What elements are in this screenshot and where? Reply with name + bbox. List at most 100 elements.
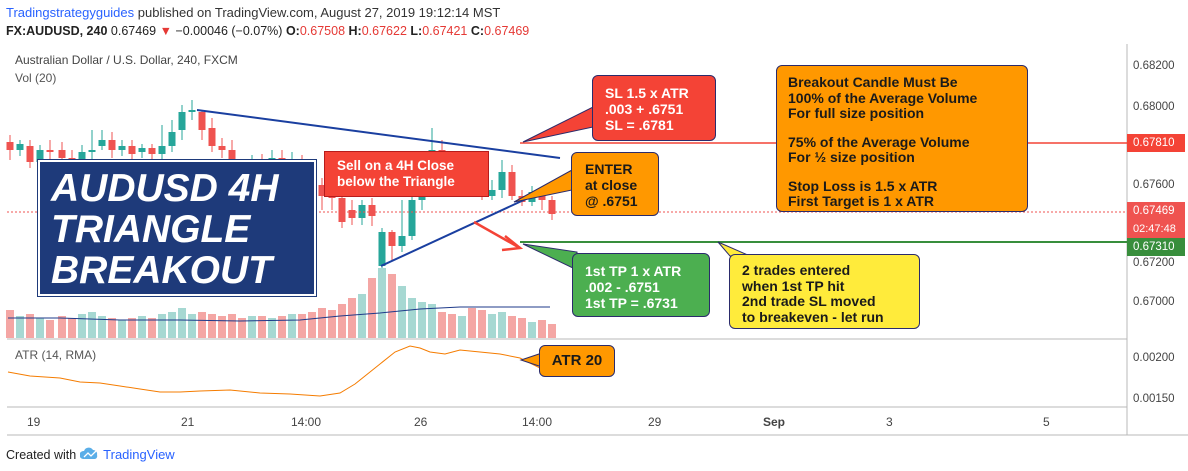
- sell-signal-callout: Sell on a 4H Close below the Triangle: [324, 151, 489, 197]
- volume-indicator-label[interactable]: Vol (20): [15, 71, 57, 85]
- volume-bar: [488, 314, 496, 338]
- volume-bar: [208, 314, 216, 338]
- rules-callout: Breakout Candle Must Be 100% of the Aver…: [776, 65, 1028, 212]
- volume-bar: [68, 318, 76, 338]
- price-change: −0.00046 (−0.07%): [175, 24, 283, 38]
- volume-bar: [418, 302, 426, 338]
- strategy-title-box: AUDUSD 4H TRIANGLE BREAKOUT: [37, 159, 317, 297]
- volume-bar: [36, 318, 44, 338]
- volume-bar: [88, 312, 96, 338]
- volume-bar: [408, 298, 416, 338]
- ohlc-values: O:0.67508 H:0.67622 L:0.67421 C:0.67469: [285, 24, 530, 38]
- volume-bar: [518, 318, 526, 338]
- volume-bar: [378, 268, 386, 338]
- candle-body: [118, 146, 126, 150]
- low-value: 0.67421: [422, 24, 468, 38]
- title-line: TRIANGLE: [51, 208, 251, 251]
- candle-body: [318, 185, 326, 196]
- symbol-name[interactable]: FX:AUDUSD, 240: [6, 24, 108, 38]
- candle-body: [46, 150, 54, 152]
- volume-bar: [148, 318, 156, 338]
- candle-body: [88, 150, 96, 152]
- candle-body: [138, 148, 146, 152]
- volume-bar: [428, 304, 436, 338]
- time-label: 21: [181, 415, 195, 429]
- bar-countdown: 02:47:48: [1127, 220, 1185, 238]
- volume-bar: [58, 316, 66, 338]
- time-label: 19: [27, 415, 41, 429]
- volume-bar: [508, 316, 516, 338]
- chart-title: Australian Dollar / U.S. Dollar, 240, FX…: [15, 53, 238, 67]
- stop-loss-price-tag: 0.67810: [1127, 134, 1185, 152]
- tradingview-brand-link[interactable]: TradingView: [103, 447, 175, 462]
- volume-bar: [178, 308, 186, 338]
- author-link[interactable]: Tradingstrategyguides: [6, 5, 135, 20]
- time-label: Sep: [763, 415, 786, 429]
- volume-bar: [46, 320, 54, 338]
- price-label: 0.67600: [1133, 179, 1175, 191]
- candle-body: [408, 200, 416, 236]
- created-with-label: Created with: [6, 448, 77, 462]
- price-label: 0.67200: [1133, 257, 1175, 269]
- volume-bar: [268, 318, 276, 338]
- candle-body: [508, 172, 516, 196]
- symbol-line: FX:AUDUSD, 240 0.67469 ▼ −0.00046 (−0.07…: [6, 24, 529, 38]
- candle-body: [488, 190, 496, 196]
- volume-average-line: [8, 306, 550, 322]
- volume-bar: [288, 314, 296, 338]
- volume-bar: [458, 316, 466, 338]
- enter-callout: ENTER at close @ .6751: [571, 152, 659, 216]
- title-line: BREAKOUT: [51, 249, 272, 292]
- volume-bar: [6, 310, 14, 338]
- down-arrow-icon: ▼: [159, 24, 172, 38]
- upper-trendline: [196, 109, 561, 159]
- volume-bar: [188, 314, 196, 338]
- volume-bar: [78, 314, 86, 338]
- candle-body: [168, 132, 176, 146]
- time-label: 26: [414, 415, 428, 429]
- footer: Created with TradingView: [6, 447, 175, 462]
- candle-body: [98, 140, 106, 146]
- candle-body: [178, 112, 186, 130]
- tradingview-cloud-icon: [79, 447, 97, 459]
- candle-body: [328, 196, 336, 198]
- candle-body: [26, 146, 34, 162]
- trades-note-callout: 2 trades entered when 1st TP hit 2nd tra…: [729, 254, 920, 329]
- candle-body: [348, 210, 356, 218]
- volume-bar: [358, 294, 366, 338]
- volume-bar: [26, 314, 34, 338]
- sell-arrow-head: [501, 235, 524, 252]
- publish-line: Tradingstrategyguides published on Tradi…: [6, 5, 500, 20]
- high-value: 0.67622: [361, 24, 407, 38]
- volume-bar: [118, 320, 126, 338]
- atr-axis-label: 0.00150: [1133, 393, 1175, 405]
- volume-bar: [438, 312, 446, 338]
- take-profit-price-tag: 0.67310: [1127, 238, 1185, 256]
- volume-bar: [278, 316, 286, 338]
- volume-bar: [308, 312, 316, 338]
- atr-axis-label: 0.00200: [1133, 352, 1175, 364]
- volume-bar: [198, 312, 206, 338]
- publish-info: published on TradingView.com, August 27,…: [137, 5, 501, 20]
- volume-bar: [498, 312, 506, 338]
- candle-body: [148, 148, 156, 154]
- candle-body: [498, 172, 506, 190]
- volume-bars: [6, 268, 556, 338]
- volume-bar: [548, 324, 556, 338]
- time-label: 14:00: [522, 415, 553, 429]
- candle-body: [208, 128, 216, 146]
- atr-line: [7, 345, 541, 397]
- volume-bar: [98, 316, 106, 338]
- candle-body: [388, 232, 396, 246]
- atr-indicator-label[interactable]: ATR (14, RMA): [15, 348, 97, 362]
- volume-bar: [318, 308, 326, 338]
- volume-bar: [238, 318, 246, 338]
- candle-body: [36, 150, 44, 162]
- volume-bar: [158, 314, 166, 338]
- price-label: 0.68200: [1133, 60, 1175, 72]
- candle-body: [358, 205, 366, 218]
- volume-bar: [108, 318, 116, 338]
- title-line: AUDUSD 4H: [51, 167, 279, 210]
- take-profit-callout: 1st TP 1 x ATR .002 - .6751 1st TP = .67…: [572, 253, 710, 317]
